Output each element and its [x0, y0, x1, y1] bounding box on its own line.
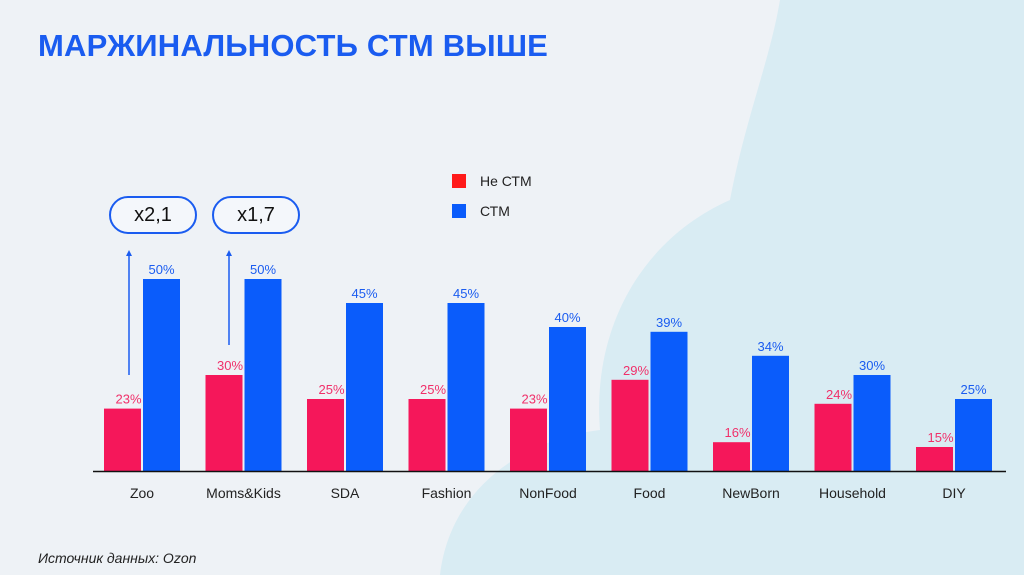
bar-stm [346, 303, 383, 471]
data-label: 23% [521, 392, 547, 407]
arrow-head-icon [226, 250, 232, 256]
bar-stm [752, 355, 789, 471]
legend-label: Не СТМ [480, 173, 532, 189]
legend-swatch-non-stm [452, 174, 466, 188]
data-label: 30% [217, 358, 243, 373]
legend-swatch-stm [452, 204, 466, 218]
bar-stm [447, 303, 485, 471]
x-tick-label: DIY [942, 485, 966, 501]
x-tick-label: Household [819, 485, 886, 501]
bar-non-stm [713, 442, 750, 471]
data-label: 39% [656, 315, 682, 330]
x-tick-label: NewBorn [722, 485, 780, 501]
x-tick-label: Food [634, 485, 666, 501]
data-label: 29% [623, 363, 649, 378]
data-label: 15% [927, 430, 953, 445]
x-tick-label: SDA [331, 485, 360, 501]
bar-non-stm [916, 447, 953, 471]
data-label: 23% [115, 392, 141, 407]
data-label: 40% [554, 310, 580, 325]
legend-item-non-stm: Не СТМ [452, 166, 532, 196]
data-label: 25% [420, 382, 446, 397]
bar-stm [955, 399, 992, 471]
x-tick-label: Moms&Kids [206, 485, 281, 501]
arrow-head-icon [126, 250, 132, 256]
legend: Не СТМ СТМ [452, 166, 532, 226]
bar-non-stm [611, 379, 649, 471]
data-label: 50% [250, 262, 276, 277]
x-tick-label: Fashion [422, 485, 472, 501]
x-tick-label: NonFood [519, 485, 577, 501]
multiplier-badge-zoo: x2,1 [109, 196, 197, 234]
data-label: 30% [859, 358, 885, 373]
data-label: 45% [453, 286, 479, 301]
bar-stm [853, 375, 891, 471]
x-tick-label: Zoo [130, 485, 154, 501]
legend-label: СТМ [480, 203, 510, 219]
data-label: 25% [318, 382, 344, 397]
multiplier-badge-moms-kids: x1,7 [212, 196, 300, 234]
bar-non-stm [408, 399, 446, 471]
bar-non-stm [814, 403, 852, 471]
data-label: 25% [960, 382, 986, 397]
bar-non-stm [510, 408, 547, 471]
legend-item-stm: СТМ [452, 196, 532, 226]
bar-non-stm [307, 399, 344, 471]
data-label: 16% [724, 425, 750, 440]
data-label: 24% [826, 387, 852, 402]
source-note: Источник данных: Ozon [38, 550, 197, 566]
data-label: 45% [351, 286, 377, 301]
bar-stm [143, 279, 180, 471]
data-label: 34% [757, 339, 783, 354]
page-title: МАРЖИНАЛЬНОСТЬ СТМ ВЫШЕ [38, 28, 549, 63]
bar-stm [650, 331, 688, 471]
bar-non-stm [205, 375, 243, 471]
bar-non-stm [104, 408, 141, 471]
bar-stm [244, 279, 282, 471]
data-label: 50% [148, 262, 174, 277]
bar-stm [549, 327, 586, 471]
